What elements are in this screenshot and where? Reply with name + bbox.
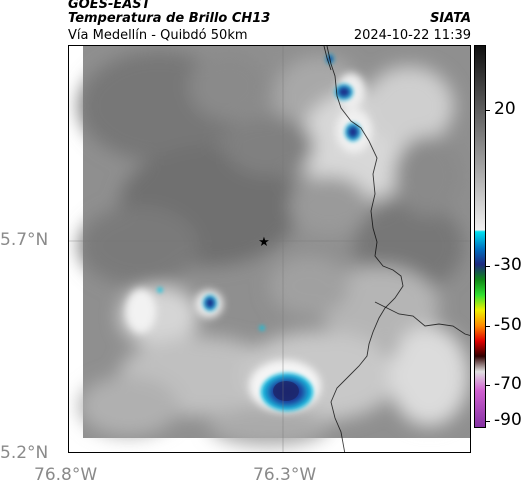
colorbar-tick-label: -30	[494, 255, 522, 275]
temperature-colorbar	[474, 45, 486, 428]
lon-tick-label-2: 76.3°W	[253, 465, 317, 485]
region-subtitle: Vía Medellín - Quibdó 50km	[68, 28, 248, 43]
lon-tick-label-1: 76.8°W	[34, 465, 98, 485]
brightness-temperature-field: ★	[69, 46, 470, 452]
lat-tick-label-1: 5.7°N	[0, 230, 49, 250]
colorbar-tick-label: -70	[494, 374, 522, 394]
colorbar-tick-mark	[486, 266, 490, 267]
reference-marker: ★	[258, 235, 270, 250]
colorbar-tick-label: 20	[494, 99, 516, 119]
colorbar-tick-mark	[486, 326, 490, 327]
colorbar-tick-mark	[486, 110, 490, 111]
product-title: Temperatura de Brillo CH13	[68, 11, 271, 26]
colorbar-tick-label: -50	[494, 315, 522, 335]
colorbar-tick-label: -90	[494, 410, 522, 430]
organization-label: SIATA	[430, 11, 471, 26]
colorbar-tick-mark	[486, 421, 490, 422]
source-title: GOES-EAST	[68, 0, 151, 12]
satellite-map: ★	[68, 45, 471, 453]
colorbar-tick-mark	[486, 385, 490, 386]
colorbar-gradient	[475, 46, 485, 427]
datetime-label: 2024-10-22 11:39	[353, 28, 471, 43]
lat-tick-label-2: 5.2°N	[0, 443, 49, 463]
